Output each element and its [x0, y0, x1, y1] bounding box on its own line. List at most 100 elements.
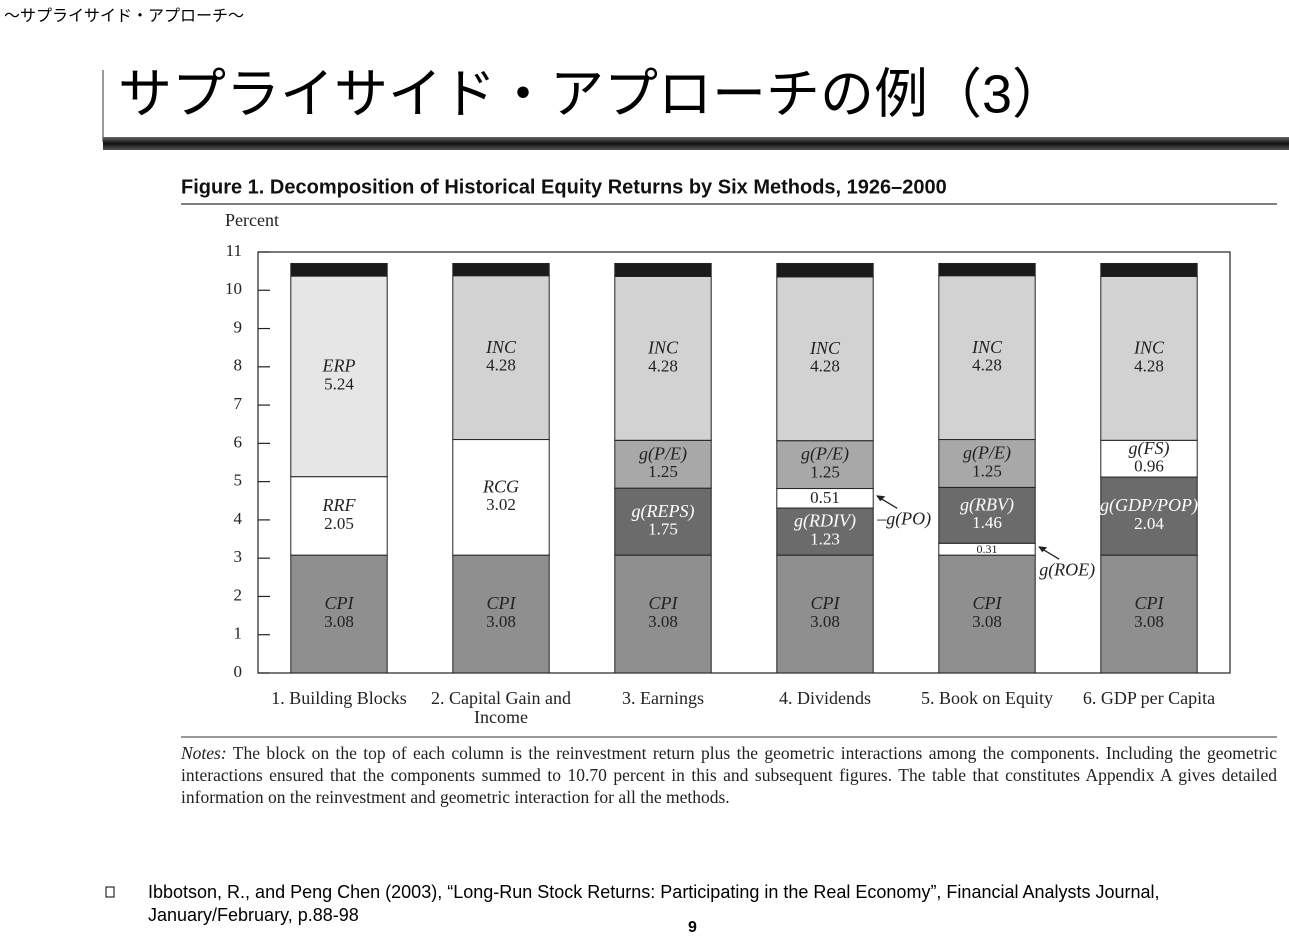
data-label: 1.75: [648, 520, 678, 539]
segment-name: CPI: [325, 593, 355, 613]
bar-segment: [938, 262, 1036, 277]
y-tick-label: 0: [234, 662, 243, 681]
page-number: 9: [688, 919, 697, 936]
bar-segment: [938, 486, 1036, 544]
bar-segment: [776, 262, 874, 278]
slide-title: サプライサイド・アプローチの例（3）: [118, 64, 1066, 124]
bar-segment: [452, 275, 550, 441]
bar-segment: [614, 262, 712, 277]
x-tick-label: 3. Earnings: [622, 688, 704, 708]
y-tick-label: 10: [225, 279, 242, 298]
segment-name: g(P/E): [639, 443, 687, 464]
segment-name: g(RBV): [960, 494, 1014, 515]
y-tick-label: 11: [226, 241, 242, 260]
segment-name: g(RDIV): [794, 511, 856, 532]
x-tick-label: 6. GDP per Capita: [1082, 688, 1216, 708]
data-label: 4.28: [972, 356, 1002, 375]
segment-name: CPI: [487, 593, 517, 613]
bar-segment: [938, 439, 1036, 488]
bar-segment: [776, 276, 874, 442]
segment-name: –g(PO): [876, 508, 931, 529]
segment-name: g(P/E): [963, 443, 1011, 464]
segment-name: INC: [1133, 338, 1165, 358]
data-label: 2.05: [324, 514, 354, 533]
data-label: 4.28: [1134, 356, 1164, 375]
bullet: [105, 886, 115, 898]
data-label: 0.31: [977, 542, 998, 556]
arrow-head: [1038, 546, 1048, 553]
segment-name: CPI: [1135, 593, 1165, 613]
segment-name: g(P/E): [801, 444, 849, 465]
segment-name: g(FS): [1129, 438, 1170, 459]
notes-text: The block on the top of each column is t…: [181, 743, 1278, 807]
x-tick-label: 2. Capital Gain and Income: [431, 688, 571, 727]
segment-name: g(ROE): [1039, 559, 1095, 580]
bar-segment: [614, 275, 712, 441]
data-label: 5.24: [324, 374, 354, 393]
bar-segment: [452, 439, 550, 556]
notes: Notes: The block on the top of each colu…: [181, 742, 1277, 808]
header: ～サプライサイド・アプローチ～: [4, 7, 244, 25]
bar-segment: [452, 554, 550, 674]
bar-segment: [776, 554, 874, 674]
segment-name: INC: [809, 338, 841, 358]
data-label: 3.08: [324, 612, 354, 631]
segment-name: g(REPS): [632, 501, 695, 522]
bar-segment: [1100, 554, 1198, 674]
notes-label: Notes:: [181, 743, 227, 763]
data-label: 3.08: [486, 612, 516, 631]
bar-segment: [1100, 275, 1198, 441]
citation: Ibbotson, R., and Peng Chen (2003), “Lon…: [148, 882, 1160, 925]
segment-name: CPI: [811, 593, 841, 613]
segment-name: INC: [485, 337, 517, 357]
data-label: 4.28: [648, 356, 678, 375]
data-label: 1.25: [648, 462, 678, 481]
segment-name: CPI: [973, 593, 1003, 613]
data-label: 1.46: [972, 513, 1002, 532]
data-label: 3.08: [648, 612, 678, 631]
y-tick-label: 5: [234, 471, 243, 490]
y-tick-label: 2: [234, 585, 243, 604]
segment-name: RCG: [482, 476, 519, 496]
x-tick-label: 4. Dividends: [779, 688, 871, 708]
arrow-head: [876, 495, 886, 502]
segment-name: RRF: [322, 495, 357, 515]
bar-segment: [290, 262, 388, 277]
bar-segment: [614, 439, 712, 489]
data-label: 4.28: [486, 356, 516, 375]
data-label: 3.02: [486, 495, 516, 514]
segment-name: CPI: [649, 593, 679, 613]
data-label: 1.25: [972, 461, 1002, 480]
plot-frame: [257, 251, 1231, 674]
bar-segment: [614, 554, 712, 674]
bar-segment: [1100, 439, 1198, 478]
y-axis-label: Percent: [225, 210, 279, 230]
bar-segment: [776, 440, 874, 490]
data-label: 0.51: [810, 488, 840, 507]
segment-name: INC: [971, 337, 1003, 357]
y-tick-label: 6: [234, 432, 243, 451]
data-label: 2.04: [1134, 514, 1164, 533]
title-bar: [103, 137, 1289, 150]
y-tick-label: 7: [234, 394, 243, 413]
data-label: 1.23: [810, 529, 840, 548]
x-tick-label: 1. Building Blocks: [271, 688, 407, 708]
data-label: 3.08: [810, 612, 840, 631]
bar-segment: [290, 476, 388, 556]
x-tick-label: 5. Book on Equity: [920, 688, 1053, 708]
bar-segment: [452, 262, 550, 277]
data-label: 0.96: [1134, 457, 1164, 476]
chart-title: Figure 1. Decomposition of Historical Eq…: [181, 176, 947, 198]
data-label: 1.25: [810, 463, 840, 482]
bar-segment: [614, 487, 712, 556]
segment-name: INC: [647, 338, 679, 358]
data-label: 3.08: [1134, 612, 1164, 631]
y-tick-label: 1: [234, 624, 243, 643]
data-label: 3.08: [972, 612, 1002, 631]
segment-name: g(GDP/POP): [1100, 495, 1198, 516]
data-label: 4.28: [810, 357, 840, 376]
bar-segment: [290, 554, 388, 674]
bar-segment: [290, 275, 388, 478]
